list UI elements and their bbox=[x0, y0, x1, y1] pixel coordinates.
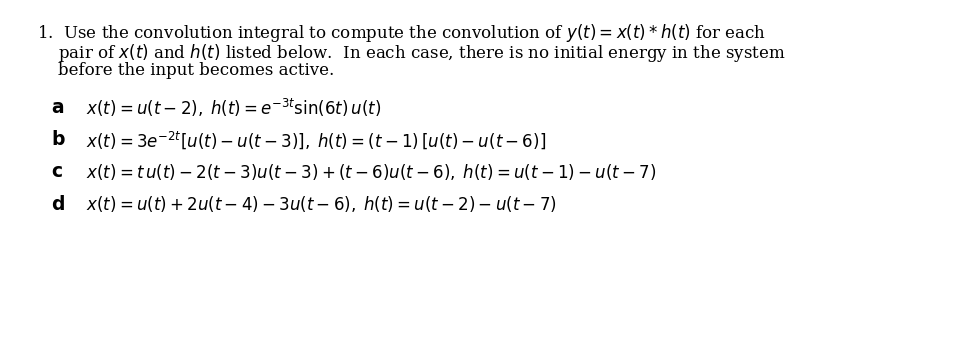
Text: $\mathbf{b}$: $\mathbf{b}$ bbox=[51, 131, 66, 150]
Text: $\mathbf{d}$: $\mathbf{d}$ bbox=[51, 195, 65, 213]
Text: $x(t) = 3e^{-2t}[u(t) - u(t-3)],\; h(t) = (t-1)\,[u(t) - u(t-6)]$: $x(t) = 3e^{-2t}[u(t) - u(t-3)],\; h(t) … bbox=[86, 129, 546, 151]
Text: 1.  Use the convolution integral to compute the convolution of $y(t) = x(t) * h(: 1. Use the convolution integral to compu… bbox=[37, 22, 766, 44]
Text: $x(t) = u(t) + 2u(t-4) - 3u(t-6),\; h(t) = u(t-2) - u(t-7)$: $x(t) = u(t) + 2u(t-4) - 3u(t-6),\; h(t)… bbox=[86, 194, 557, 214]
Text: $x(t) = u(t-2),\; h(t) = e^{-3t}\sin(6t)\,u(t)$: $x(t) = u(t-2),\; h(t) = e^{-3t}\sin(6t)… bbox=[86, 97, 381, 119]
Text: before the input becomes active.: before the input becomes active. bbox=[37, 62, 334, 79]
Text: $\mathbf{c}$: $\mathbf{c}$ bbox=[51, 163, 63, 181]
Text: $x(t) = t\,u(t) - 2(t-3)u(t-3) + (t-6)u(t-6),\; h(t) = u(t-1) - u(t-7)$: $x(t) = t\,u(t) - 2(t-3)u(t-3) + (t-6)u(… bbox=[86, 162, 657, 182]
Text: pair of $x(t)$ and $h(t)$ listed below.  In each case, there is no initial energ: pair of $x(t)$ and $h(t)$ listed below. … bbox=[37, 42, 786, 64]
Text: $\mathbf{a}$: $\mathbf{a}$ bbox=[51, 99, 64, 117]
